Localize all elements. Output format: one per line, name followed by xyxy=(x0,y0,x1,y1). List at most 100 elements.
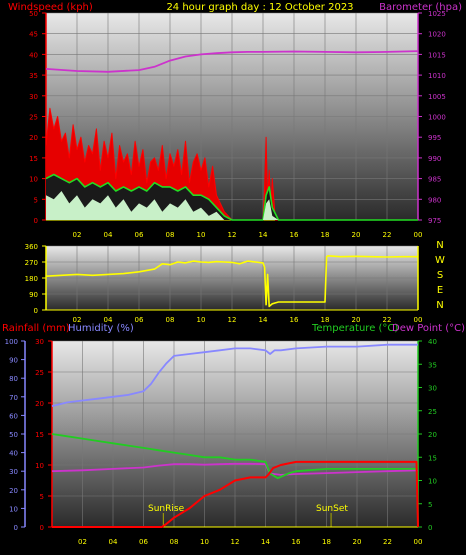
wind-x-tick-label: 22 xyxy=(383,231,392,239)
wind-x-tick-label: 02 xyxy=(73,231,82,239)
wind-x-tick-label: 18 xyxy=(321,231,330,239)
wind-tick-label: 35 xyxy=(29,72,38,80)
temp-tick-label: 5 xyxy=(428,501,432,509)
bottom-x-tick-label: 04 xyxy=(109,538,118,546)
dewpoint-axis-label: Dew Point (°C) xyxy=(392,323,465,334)
chart-title: 24 hour graph day : 12 October 2023 xyxy=(166,2,353,13)
humidity-tick-label: 20 xyxy=(9,487,18,495)
compass-letter: S xyxy=(437,270,443,281)
baro-axis-label: Barometer (hpa) xyxy=(379,2,462,13)
humidity-tick-label: 50 xyxy=(9,431,18,439)
wind-tick-label: 40 xyxy=(29,51,38,59)
bottom-x-tick-label: 14 xyxy=(261,538,270,546)
temp-tick-label: 30 xyxy=(428,385,437,393)
dir-x-tick-label: 18 xyxy=(321,316,330,324)
dir-x-tick-label: 20 xyxy=(352,316,361,324)
wind-tick-label: 30 xyxy=(29,93,38,101)
rain-tick-label: 5 xyxy=(40,493,44,501)
humidity-tick-label: 100 xyxy=(5,338,18,346)
baro-tick-label: 1000 xyxy=(428,114,446,122)
bottom-x-tick-label: 08 xyxy=(170,538,179,546)
compass-letter: N xyxy=(436,240,443,251)
dir-tick-label: 90 xyxy=(29,291,38,299)
dir-x-tick-label: 06 xyxy=(135,316,144,324)
bottom-x-tick-label: 00 xyxy=(414,538,423,546)
compass-letter: N xyxy=(436,300,443,311)
compass-letter: E xyxy=(437,285,443,296)
wind-tick-label: 45 xyxy=(29,31,38,39)
wind-tick-label: 25 xyxy=(29,114,38,122)
rainfall-axis-label: Rainfall (mm) xyxy=(2,323,70,334)
baro-tick-label: 1010 xyxy=(428,72,446,80)
temp-tick-label: 35 xyxy=(428,361,437,369)
humidity-tick-label: 90 xyxy=(9,357,18,365)
dir-x-tick-label: 14 xyxy=(259,316,268,324)
temp-tick-label: 10 xyxy=(428,478,437,486)
rain-tick-label: 10 xyxy=(35,462,44,470)
temp-tick-label: 20 xyxy=(428,431,437,439)
humidity-axis-label: Humidity (%) xyxy=(68,323,134,334)
bottom-x-tick-label: 10 xyxy=(200,538,209,546)
barometer-series xyxy=(45,50,419,73)
baro-tick-label: 980 xyxy=(428,196,441,204)
wind-x-tick-label: 16 xyxy=(290,231,299,239)
humidity-series xyxy=(51,343,418,407)
temperature-axis-label: Temperature (°C) xyxy=(311,323,398,334)
bottom-x-tick-label: 02 xyxy=(78,538,87,546)
wind-tick-label: 15 xyxy=(29,155,38,163)
dir-x-tick-label: 22 xyxy=(383,316,392,324)
temp-tick-label: 40 xyxy=(428,338,437,346)
baro-tick-label: 985 xyxy=(428,176,441,184)
wind-avg-series xyxy=(45,173,418,221)
dewpoint-series xyxy=(51,462,419,476)
temp-tick-label: 0 xyxy=(428,524,432,532)
wind-tick-label: 10 xyxy=(29,176,38,184)
dir-x-tick-label: 08 xyxy=(166,316,175,324)
baro-tick-label: 1020 xyxy=(428,31,446,39)
humidity-tick-label: 30 xyxy=(9,468,18,476)
bottom-x-tick-label: 12 xyxy=(231,538,240,546)
wind-x-tick-label: 10 xyxy=(197,231,206,239)
wind-x-tick-label: 06 xyxy=(135,231,144,239)
dir-tick-label: 180 xyxy=(25,275,38,283)
baro-tick-label: 1005 xyxy=(428,93,446,101)
wind-x-tick-label: 12 xyxy=(228,231,237,239)
dir-x-tick-label: 04 xyxy=(104,316,113,324)
dir-x-tick-label: 12 xyxy=(228,316,237,324)
baro-tick-label: 1015 xyxy=(428,51,446,59)
dir-x-tick-label: 00 xyxy=(414,316,423,324)
baro-tick-label: 975 xyxy=(428,217,441,225)
baro-tick-label: 995 xyxy=(428,134,441,142)
dir-x-tick-label: 10 xyxy=(197,316,206,324)
sunset-label: SunSet xyxy=(316,504,348,514)
temperature-series xyxy=(51,433,418,480)
wind-tick-label: 20 xyxy=(29,134,38,142)
wind-x-tick-label: 14 xyxy=(259,231,268,239)
humidity-tick-label: 80 xyxy=(9,375,18,383)
humidity-tick-label: 10 xyxy=(9,505,18,513)
dir-tick-label: 360 xyxy=(25,243,38,251)
humidity-tick-label: 0 xyxy=(14,524,18,532)
wind-tick-label: 0 xyxy=(34,217,38,225)
temp-tick-label: 25 xyxy=(428,408,437,416)
humidity-tick-label: 70 xyxy=(9,394,18,402)
wind-x-tick-label: 00 xyxy=(414,231,423,239)
wind-x-tick-label: 04 xyxy=(104,231,113,239)
wind-tick-label: 5 xyxy=(34,196,38,204)
compass-letter: W xyxy=(435,255,445,266)
wind-tick-label: 50 xyxy=(29,10,38,18)
humidity-tick-label: 60 xyxy=(9,412,18,420)
wind-low-series xyxy=(46,191,418,220)
dir-x-tick-label: 16 xyxy=(290,316,299,324)
dir-tick-label: 270 xyxy=(25,259,38,267)
bottom-x-tick-label: 20 xyxy=(353,538,362,546)
rainfall-series xyxy=(52,460,419,528)
humidity-tick-label: 40 xyxy=(9,450,18,458)
sunrise-label: SunRise xyxy=(148,504,185,514)
bottom-x-tick-label: 22 xyxy=(383,538,392,546)
wind-x-tick-label: 08 xyxy=(166,231,175,239)
wind-direction-series xyxy=(45,255,418,308)
baro-tick-label: 990 xyxy=(428,155,441,163)
rain-tick-label: 20 xyxy=(35,400,44,408)
